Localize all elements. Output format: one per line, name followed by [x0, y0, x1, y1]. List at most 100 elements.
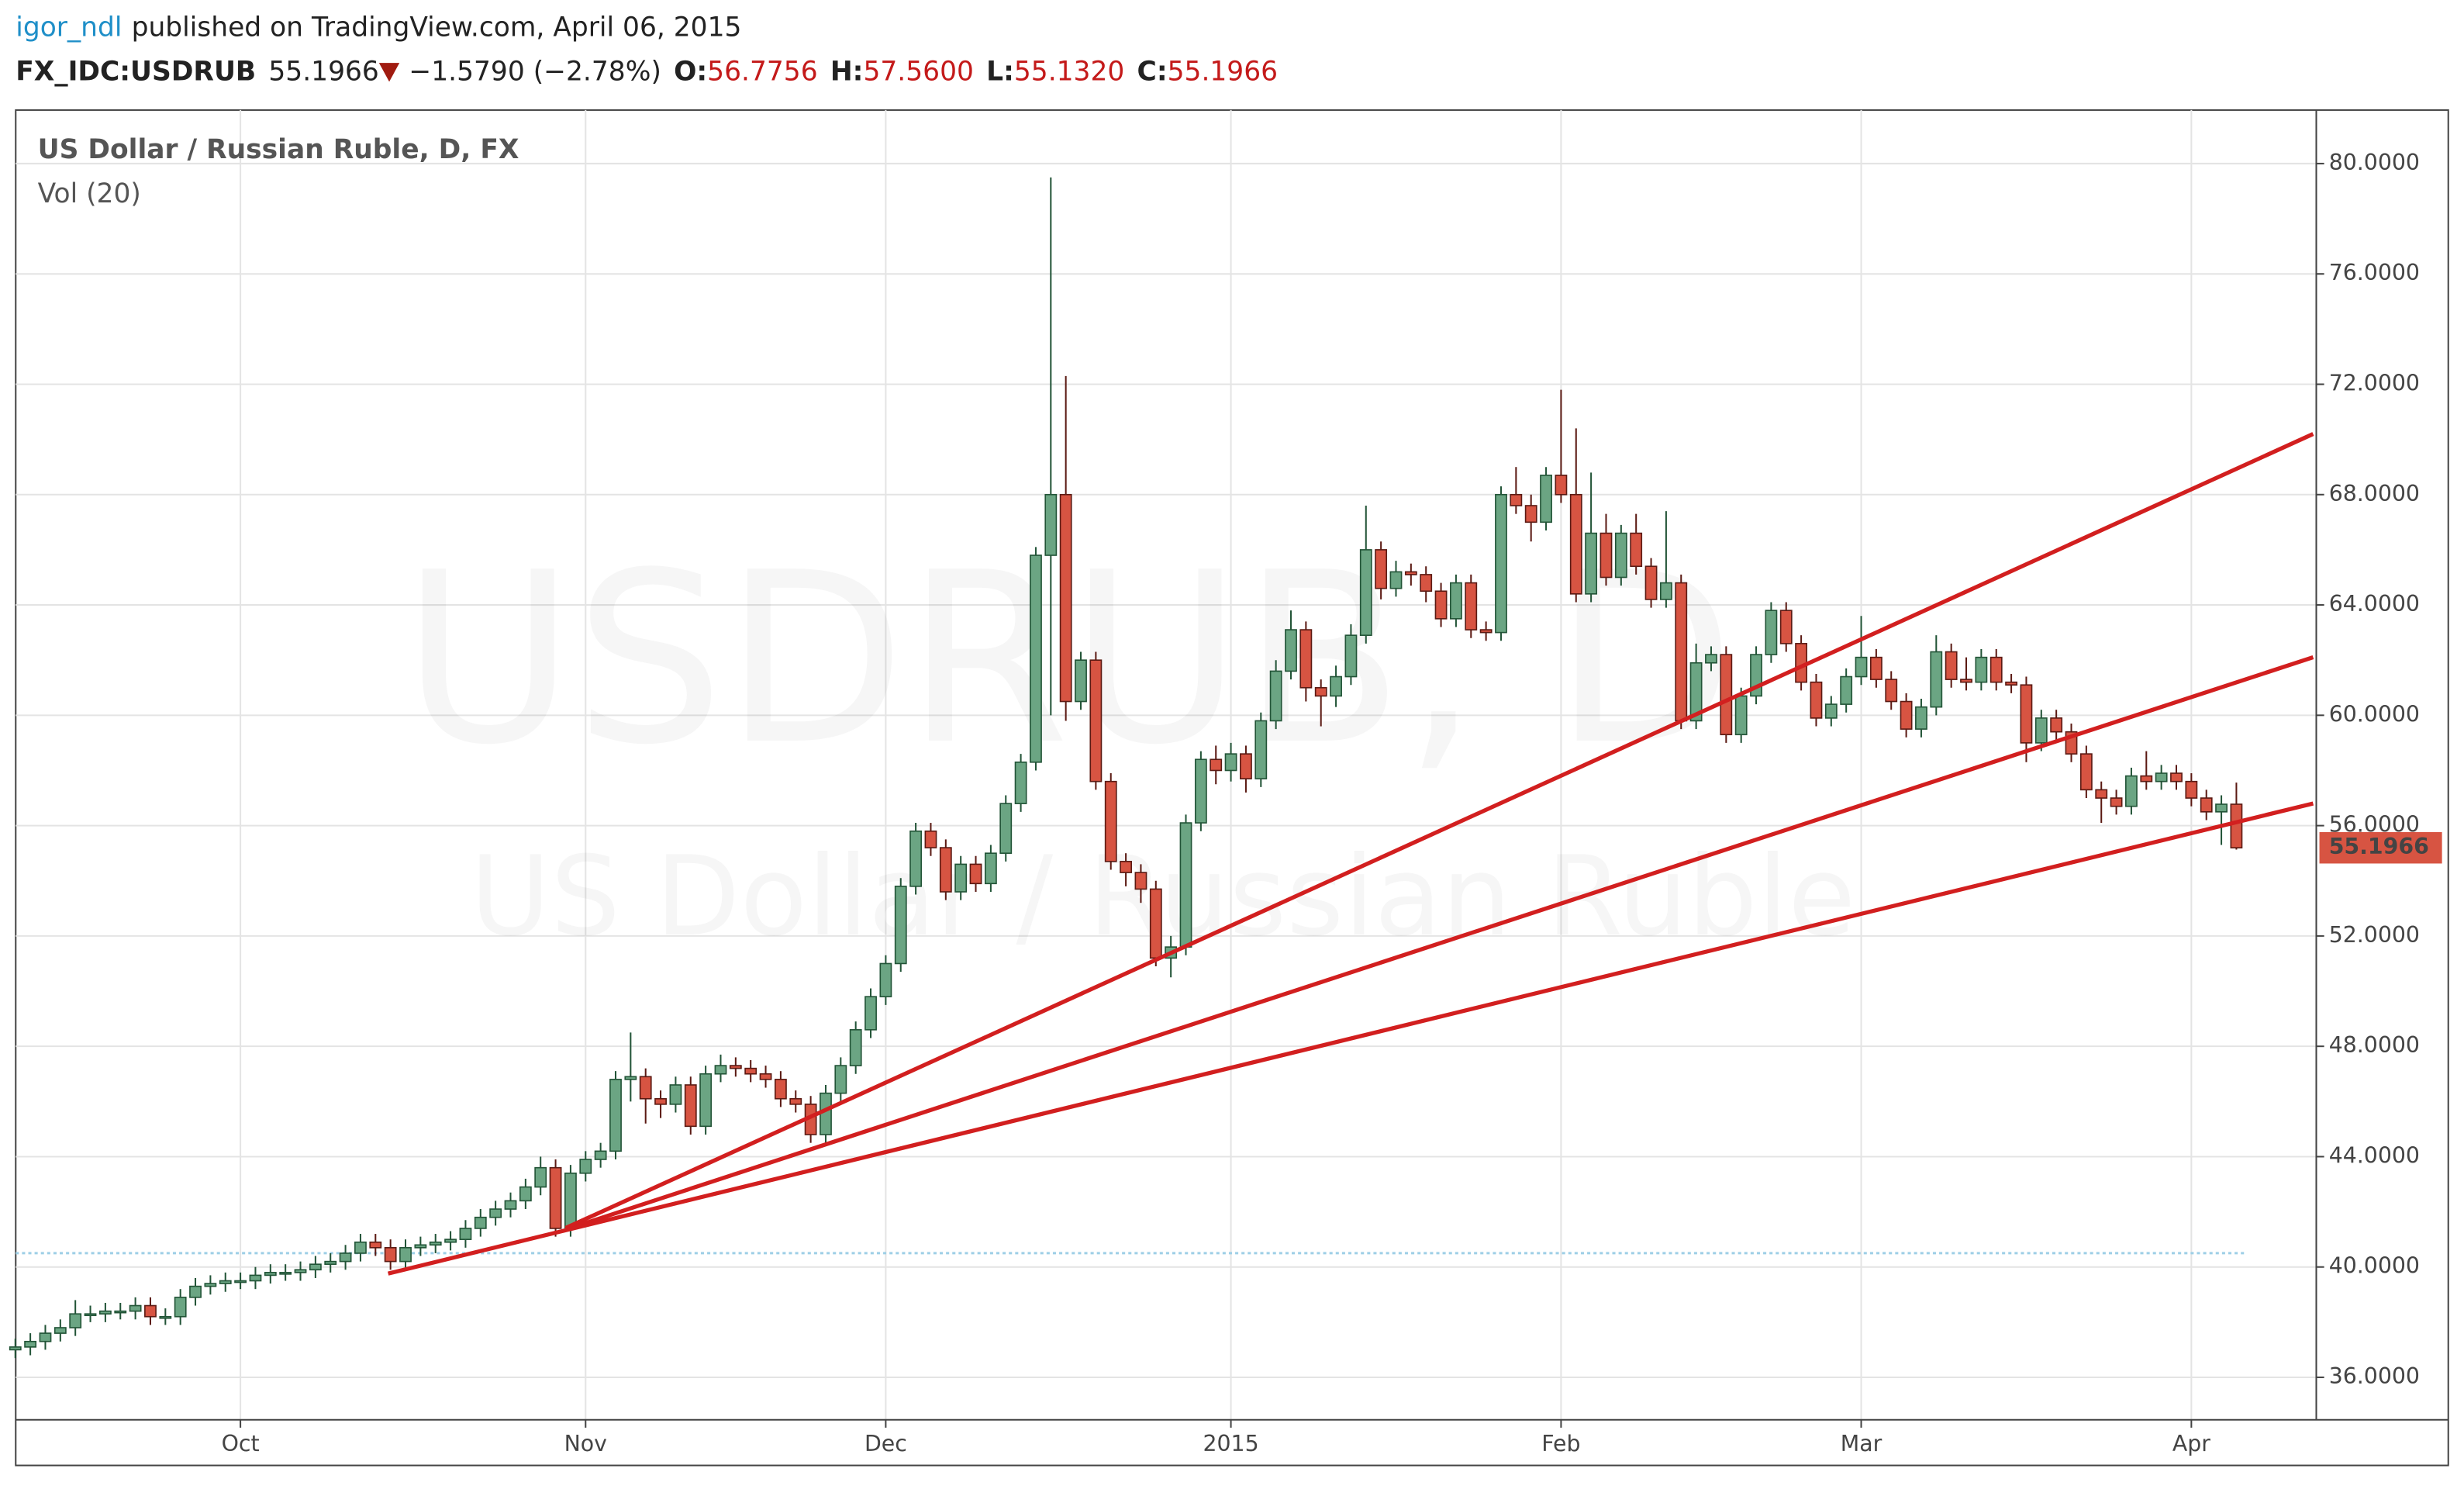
trend-line: [387, 801, 2314, 1276]
candle-body: [1495, 493, 1507, 634]
candle-body: [1810, 681, 1823, 719]
ohlc-label: L:: [986, 56, 1014, 87]
candle-body: [429, 1241, 442, 1246]
candle-body: [69, 1313, 82, 1328]
candle-body: [1240, 753, 1252, 779]
candle-body: [444, 1239, 457, 1243]
candle-body: [39, 1332, 52, 1342]
published: published on TradingView.com, April 06, …: [132, 12, 742, 43]
candle-body: [729, 1065, 742, 1069]
ohlc-label: H:: [830, 56, 864, 87]
candle-body: [1855, 656, 1868, 678]
candle-body: [1885, 679, 1898, 703]
y-tick-label: 52.0000: [2329, 922, 2420, 948]
candle-body: [714, 1065, 727, 1075]
candle-body: [669, 1084, 682, 1105]
candle-body: [1314, 686, 1327, 697]
y-tick-label: 36.0000: [2329, 1363, 2420, 1389]
candle-body: [1299, 629, 1313, 689]
y-tick-label: 40.0000: [2329, 1253, 2420, 1279]
candle-body: [849, 1029, 862, 1066]
candle-body: [2005, 681, 2017, 686]
candle-body: [1720, 654, 1733, 736]
candle-body: [775, 1079, 787, 1100]
candle-body: [309, 1263, 322, 1271]
candle-body: [1840, 675, 1853, 705]
ohlc-label: C:: [1137, 56, 1168, 87]
candle-body: [1179, 822, 1192, 948]
candle-body: [834, 1065, 847, 1094]
candle-body: [204, 1283, 217, 1287]
candle-body: [1510, 493, 1523, 506]
author[interactable]: igor_ndl: [16, 12, 122, 43]
candle-body: [1989, 656, 2003, 683]
candle-body: [324, 1260, 337, 1265]
candle-body: [1644, 565, 1658, 600]
candle-body: [1434, 590, 1448, 620]
candle-body: [264, 1272, 277, 1277]
candle-body: [1479, 629, 1493, 634]
indicator-label: Vol (20): [38, 178, 141, 209]
candle-body: [609, 1079, 622, 1152]
candle-body: [924, 830, 937, 848]
candle-body: [144, 1304, 157, 1318]
candle-body: [1194, 758, 1207, 824]
candle-body: [1600, 532, 1613, 579]
candle-body: [2095, 789, 2108, 799]
candle-body: [1059, 493, 1072, 703]
candle-body: [744, 1067, 757, 1075]
candle-body: [2215, 803, 2228, 813]
candle-body: [1149, 888, 1162, 959]
candle-body: [1630, 532, 1643, 568]
candle-body: [489, 1208, 502, 1218]
ohlc-value: 57.5600: [863, 56, 973, 87]
candle-body: [1450, 582, 1462, 620]
candle-body: [2034, 717, 2048, 744]
candle-body: [1269, 670, 1282, 722]
candle-body: [1540, 475, 1552, 523]
last-price: 55.1966: [268, 56, 378, 87]
grid: [16, 109, 2317, 1420]
y-tick-label: 48.0000: [2329, 1032, 2420, 1058]
candle-body: [98, 1310, 112, 1315]
candle-body: [1524, 505, 1537, 523]
candle-body: [1585, 532, 1598, 595]
candle-body: [474, 1216, 487, 1229]
candle-body: [1765, 610, 1778, 655]
symbol-line: FX_IDC:USDRUB 55.1966: [16, 56, 379, 87]
candle-body: [1359, 549, 1372, 636]
trend-line: [564, 655, 2314, 1232]
candle-body: [2155, 772, 2168, 783]
candle-body: [2020, 684, 2033, 744]
candle-body: [1915, 706, 1927, 730]
candle-body: [459, 1228, 472, 1240]
candle-body: [1900, 700, 1913, 730]
candle-body: [954, 863, 968, 893]
candle-body: [1014, 761, 1027, 804]
candle-body: [654, 1097, 667, 1105]
candle-body: [1705, 654, 1717, 664]
y-tick-label: 68.0000: [2329, 481, 2420, 506]
trend-line: [564, 432, 2314, 1230]
candle-body: [1945, 651, 1958, 680]
candle-body: [2050, 717, 2063, 733]
candle-body: [1344, 634, 1358, 678]
candle-body: [249, 1274, 262, 1282]
candle-body: [999, 803, 1013, 854]
candle-body: [234, 1280, 247, 1283]
candle-body: [969, 863, 982, 885]
y-tick-label: 72.0000: [2329, 370, 2420, 396]
candle-body: [114, 1310, 127, 1314]
candle-body: [1089, 659, 1103, 783]
candle-body: [759, 1073, 772, 1080]
candle-body: [909, 830, 923, 887]
candle-body: [1044, 493, 1058, 556]
candle-body: [53, 1327, 67, 1334]
candle-body: [864, 996, 877, 1031]
candle-body: [1389, 571, 1403, 589]
candle-body: [294, 1269, 307, 1273]
candle-body: [1404, 571, 1417, 575]
candle-body: [2079, 753, 2093, 791]
